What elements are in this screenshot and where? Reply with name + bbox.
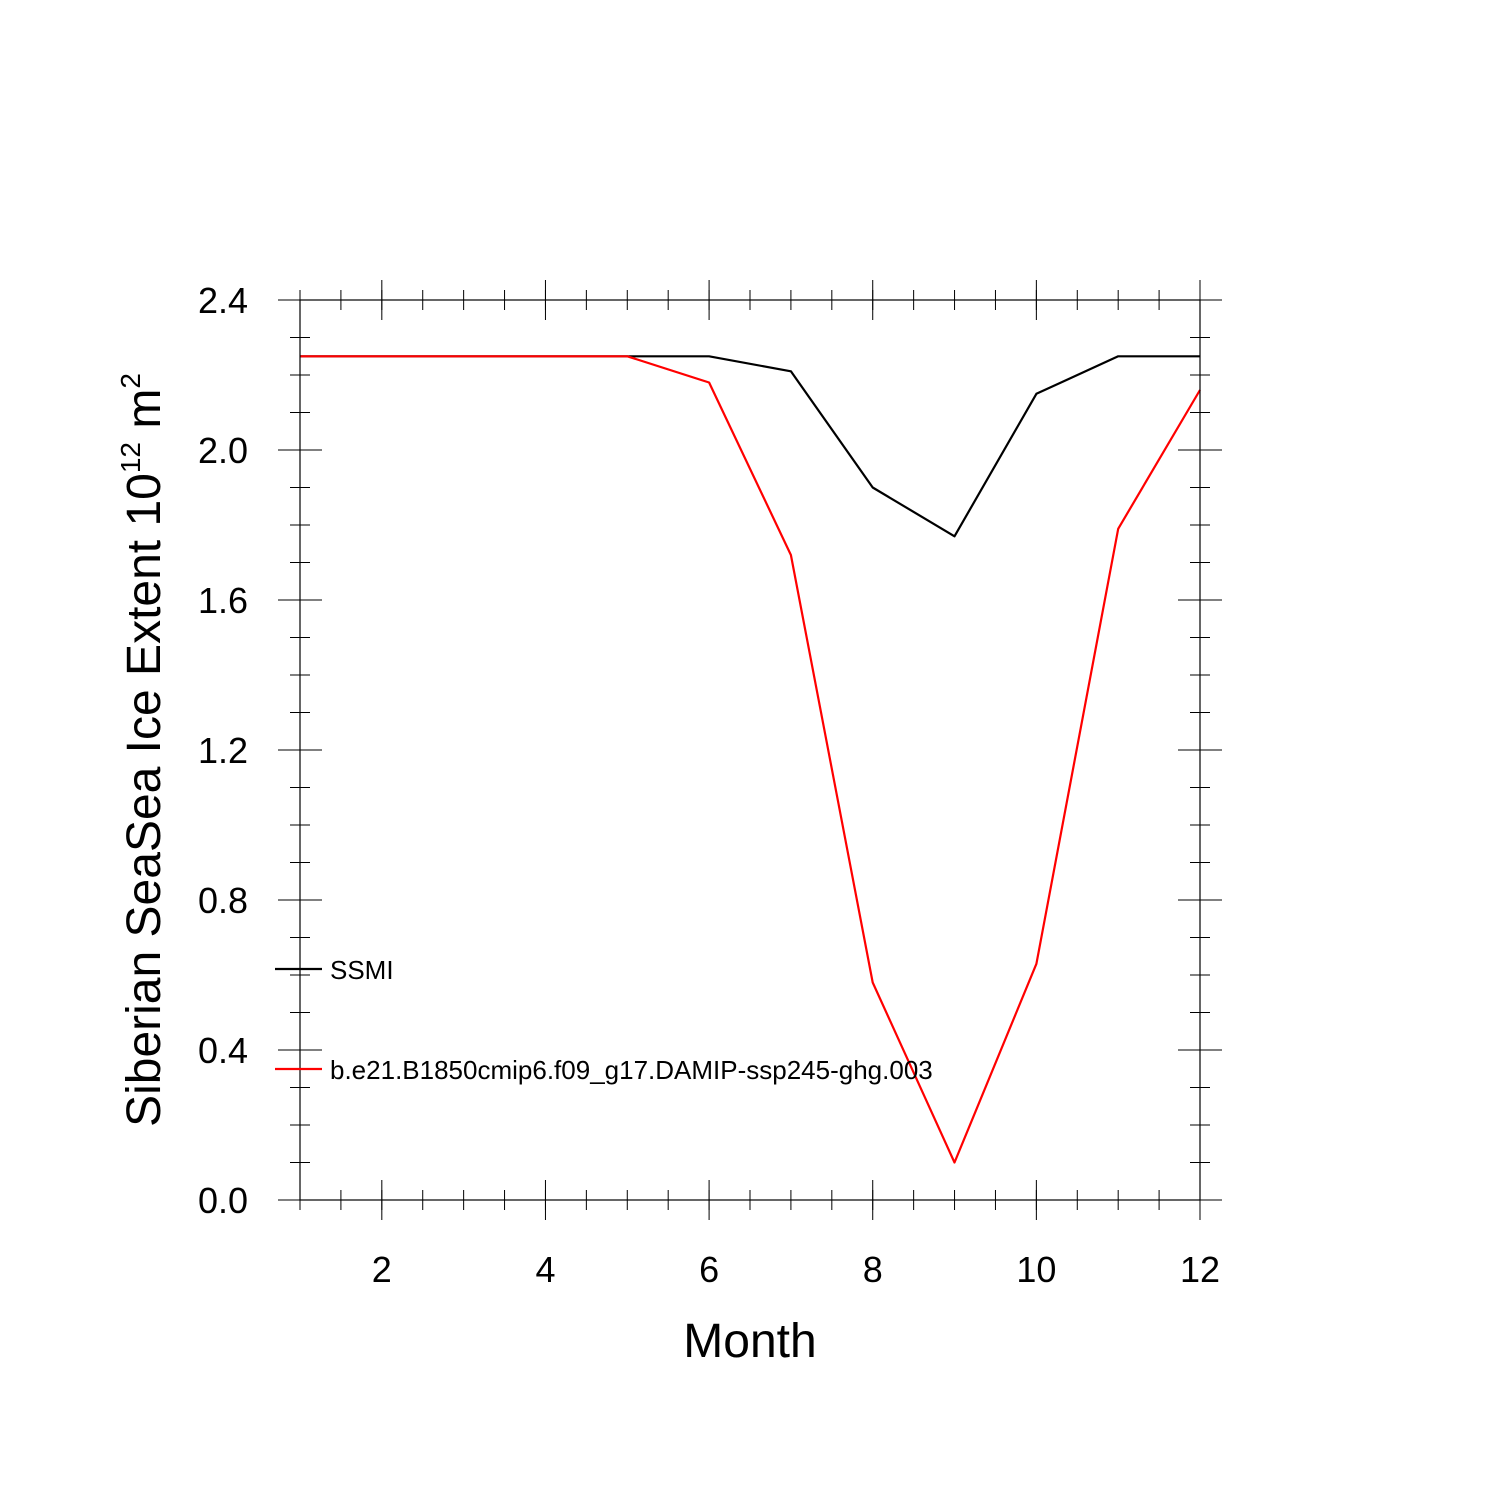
y-axis-label-unit-exponent: 2 [115, 373, 146, 389]
x-tick-label: 8 [863, 1249, 883, 1290]
y-tick-label: 0.8 [198, 880, 248, 921]
legend-label-2: b.e21.B1850cmip6.f09_g17.DAMIP-ssp245-gh… [330, 1055, 933, 1085]
y-tick-labels: 0.0 0.4 0.8 1.2 1.6 2.0 2.4 [198, 280, 248, 1221]
y-tick-label: 0.0 [198, 1180, 248, 1221]
x-tick-label: 12 [1180, 1249, 1220, 1290]
legend: SSMI b.e21.B1850cmip6.f09_g17.DAMIP-ssp24… [275, 955, 933, 1085]
x-tick-labels: 2 4 6 8 10 12 [372, 1249, 1220, 1290]
y-axis-label: Siberian SeaSea Ice Extent 1012 m2 [115, 373, 171, 1127]
y-tick-label: 2.4 [198, 280, 248, 321]
y-tick-label: 1.6 [198, 580, 248, 621]
x-tick-label: 2 [372, 1249, 392, 1290]
plot-frame [299, 299, 1201, 1201]
y-axis-label-main: Siberian SeaSea Ice Extent 10 [118, 473, 171, 1127]
x-axis-label: Month [683, 1315, 816, 1368]
x-tick-label: 4 [535, 1249, 555, 1290]
y-axis-label-unit: m [118, 389, 171, 442]
legend-label-1: SSMI [330, 955, 394, 985]
y-tick-label: 0.4 [198, 1030, 248, 1071]
x-tick-label: 10 [1016, 1249, 1056, 1290]
series-line-2 [300, 355, 1201, 1164]
series-lines [300, 355, 1201, 1164]
y-tick-label: 2.0 [198, 430, 248, 471]
y-tick-label: 1.2 [198, 730, 248, 771]
x-tick-label: 6 [699, 1249, 719, 1290]
y-axis-label-exponent: 12 [115, 442, 146, 473]
